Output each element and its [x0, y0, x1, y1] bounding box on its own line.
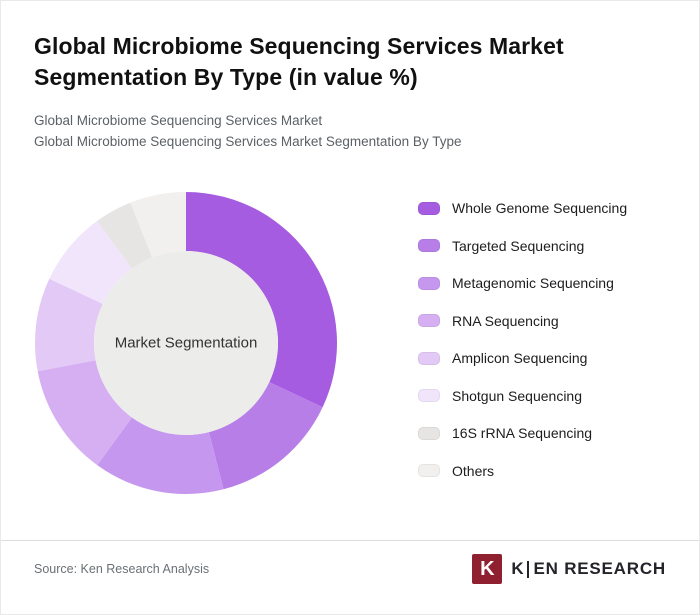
- legend-swatch: [418, 314, 440, 327]
- source-text: Source: Ken Research Analysis: [34, 562, 210, 576]
- legend-swatch: [418, 464, 440, 477]
- legend-label: Others: [452, 462, 495, 479]
- donut-segment: [49, 220, 132, 304]
- legend-swatch: [418, 201, 440, 215]
- donut-svg: [35, 192, 337, 494]
- donut-segment: [35, 278, 103, 372]
- subtitle-line-2: Global Microbiome Sequencing Services Ma…: [34, 134, 462, 149]
- legend-item: Metagenomic Sequencing: [418, 273, 627, 293]
- footer-divider: [1, 540, 699, 541]
- legend-item: 16S rRNA Sequencing: [418, 423, 627, 443]
- subtitle-line-1: Global Microbiome Sequencing Services Ma…: [34, 113, 323, 128]
- donut-segment: [186, 192, 337, 408]
- legend-swatch: [418, 351, 440, 365]
- ken-research-logo-icon: K: [472, 554, 503, 584]
- donut-segment: [130, 192, 186, 258]
- wordmark-divider: [527, 560, 530, 578]
- legend-item: Shotgun Sequencing: [418, 386, 627, 406]
- legend-label: Shotgun Sequencing: [452, 387, 582, 404]
- legend-label: 16S rRNA Sequencing: [452, 425, 593, 441]
- legend-swatch: [418, 276, 440, 290]
- legend-item: Others: [418, 461, 627, 481]
- legend-item: RNA Sequencing: [418, 311, 627, 331]
- donut-segment: [208, 382, 323, 490]
- donut-center-circle: [94, 251, 278, 435]
- legend-swatch: [418, 239, 440, 252]
- legend-label: Whole Genome Sequencing: [452, 200, 628, 216]
- legend-label: RNA Sequencing: [452, 312, 559, 329]
- donut-segment: [37, 360, 132, 466]
- donut-center-label: Market Segmentation: [114, 334, 258, 352]
- legend-label: Amplicon Sequencing: [452, 350, 588, 366]
- wordmark-rest: EN RESEARCH: [533, 559, 666, 578]
- legend: Whole Genome Sequencing Targeted Sequenci…: [418, 191, 627, 481]
- header: Global Microbiome Sequencing Services Ma…: [1, 1, 699, 152]
- legend-label: Targeted Sequencing: [452, 237, 585, 254]
- legend-swatch: [418, 389, 440, 402]
- donut-segment: [97, 417, 224, 494]
- ken-research-wordmark: K EN RESEARCH: [511, 559, 666, 579]
- footer: Source: Ken Research Analysis K K EN RES…: [1, 541, 699, 597]
- chart-title: Global Microbiome Sequencing Services Ma…: [34, 33, 564, 90]
- legend-label: Metagenomic Sequencing: [452, 275, 614, 291]
- legend-item: Amplicon Sequencing: [418, 348, 627, 368]
- legend-item: Whole Genome Sequencing: [418, 198, 627, 218]
- ken-research-logo: K K EN RESEARCH: [472, 554, 666, 584]
- legend-item: Targeted Sequencing: [418, 236, 627, 256]
- subtitle-block: Global Microbiome Sequencing Services Ma…: [34, 110, 666, 152]
- chart-row: Market Segmentation Whole Genome Sequenc…: [1, 191, 699, 495]
- legend-swatch: [418, 426, 440, 440]
- wordmark-k: K: [511, 559, 525, 578]
- donut-segment: [97, 202, 153, 269]
- donut-chart: Market Segmentation: [34, 191, 338, 495]
